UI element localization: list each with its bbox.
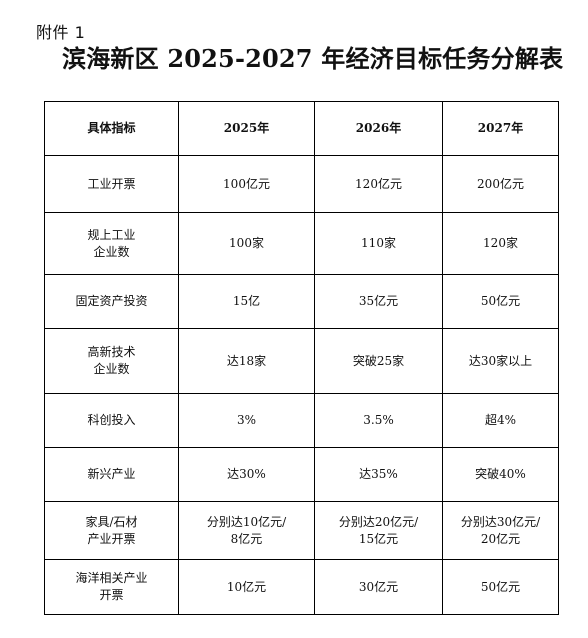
table-row: 固定资产投资 15亿 35亿元 50亿元	[44, 274, 559, 329]
table-row: 规上工业 企业数 100家 110家 120家	[44, 212, 559, 275]
value-2025-cell: 达30%	[178, 447, 315, 502]
indicator-cell: 海洋相关产业 开票	[44, 559, 179, 615]
indicator-cell: 家具/石材 产业开票	[44, 501, 179, 560]
header-2026: 2026年	[314, 101, 443, 156]
value-2025-cell: 分别达10亿元/ 8亿元	[178, 501, 315, 560]
indicator-cell: 工业开票	[44, 155, 179, 213]
value-2025-cell: 15亿	[178, 274, 315, 329]
value-2027-cell: 达30家以上	[442, 328, 559, 394]
table-row: 高新技术 企业数 达18家 突破25家 达30家以上	[44, 328, 559, 394]
indicator-cell: 高新技术 企业数	[44, 328, 179, 394]
value-2027-cell: 50亿元	[442, 274, 559, 329]
table-row: 工业开票 100亿元 120亿元 200亿元	[44, 155, 559, 213]
value-2027-cell: 50亿元	[442, 559, 559, 615]
value-2026-cell: 分别达20亿元/ 15亿元	[314, 501, 443, 560]
value-2026-cell: 达35%	[314, 447, 443, 502]
indicator-cell: 科创投入	[44, 393, 179, 448]
value-2025-cell: 10亿元	[178, 559, 315, 615]
value-2027-cell: 120家	[442, 212, 559, 275]
value-2027-cell: 突破40%	[442, 447, 559, 502]
value-2027-cell: 分别达30亿元/ 20亿元	[442, 501, 559, 560]
value-2027-cell: 200亿元	[442, 155, 559, 213]
value-2026-cell: 35亿元	[314, 274, 443, 329]
indicator-cell: 固定资产投资	[44, 274, 179, 329]
value-2026-cell: 3.5%	[314, 393, 443, 448]
value-2026-cell: 突破25家	[314, 328, 443, 394]
value-2025-cell: 100家	[178, 212, 315, 275]
value-2026-cell: 120亿元	[314, 155, 443, 213]
target-table: 具体指标 2025年 2026年 2027年 工业开票 100亿元 120亿元 …	[44, 101, 559, 615]
table-row: 科创投入 3% 3.5% 超4%	[44, 393, 559, 448]
table-row: 海洋相关产业 开票 10亿元 30亿元 50亿元	[44, 559, 559, 615]
value-2025-cell: 达18家	[178, 328, 315, 394]
table-header-row: 具体指标 2025年 2026年 2027年	[44, 101, 559, 156]
value-2025-cell: 3%	[178, 393, 315, 448]
table-row: 新兴产业 达30% 达35% 突破40%	[44, 447, 559, 502]
table-row: 家具/石材 产业开票 分别达10亿元/ 8亿元 分别达20亿元/ 15亿元 分别…	[44, 501, 559, 560]
value-2026-cell: 30亿元	[314, 559, 443, 615]
page-title: 滨海新区 2025-2027 年经济目标任务分解表	[62, 44, 564, 73]
header-indicator: 具体指标	[44, 101, 179, 156]
value-2026-cell: 110家	[314, 212, 443, 275]
value-2025-cell: 100亿元	[178, 155, 315, 213]
value-2027-cell: 超4%	[442, 393, 559, 448]
indicator-cell: 规上工业 企业数	[44, 212, 179, 275]
indicator-cell: 新兴产业	[44, 447, 179, 502]
header-2025: 2025年	[178, 101, 315, 156]
header-2027: 2027年	[442, 101, 559, 156]
attachment-label: 附件 1	[36, 23, 86, 42]
